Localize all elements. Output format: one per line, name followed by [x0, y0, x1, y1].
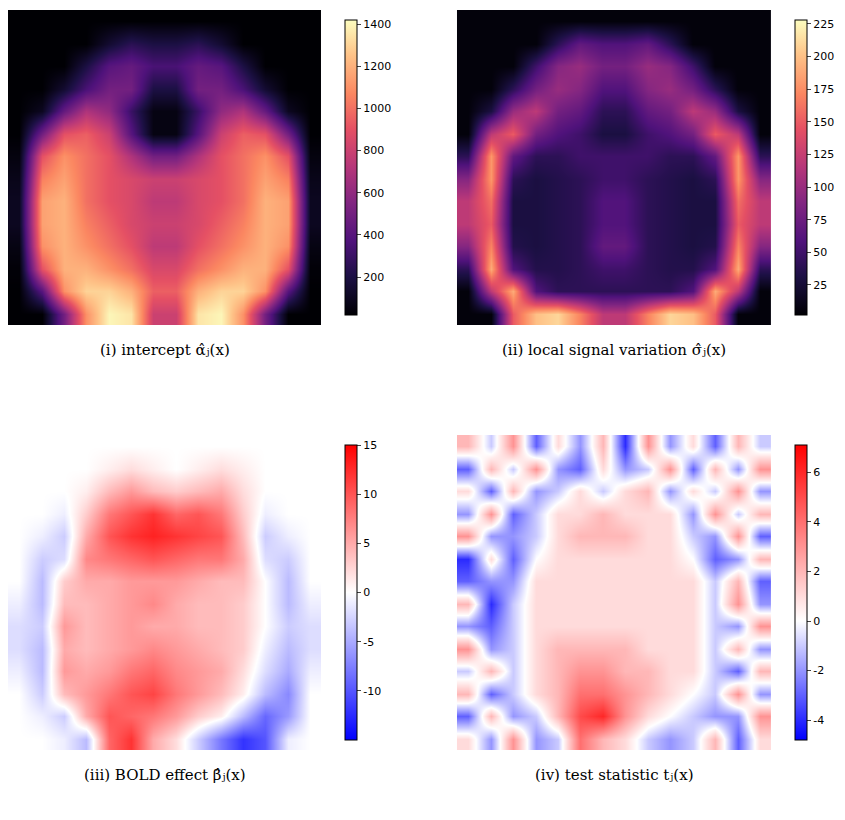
svg-text:225: 225	[813, 18, 834, 31]
svg-text:200: 200	[363, 271, 384, 284]
svg-text:75: 75	[813, 214, 827, 227]
svg-text:15: 15	[363, 439, 377, 452]
svg-text:25: 25	[813, 279, 827, 292]
svg-text:10: 10	[363, 488, 377, 501]
svg-text:6: 6	[813, 466, 820, 479]
svg-text:50: 50	[813, 246, 827, 259]
svg-text:200: 200	[813, 50, 834, 63]
svg-text:(i) intercept α̂ⱼ(x): (i) intercept α̂ⱼ(x)	[100, 341, 230, 359]
svg-text:(iii) BOLD effect β̂ⱼ(x): (iii) BOLD effect β̂ⱼ(x)	[84, 766, 246, 784]
svg-text:4: 4	[813, 516, 820, 529]
svg-text:0: 0	[813, 615, 820, 628]
svg-text:150: 150	[813, 116, 834, 129]
svg-text:400: 400	[363, 229, 384, 242]
svg-text:-10: -10	[363, 685, 381, 698]
svg-text:2: 2	[813, 565, 820, 578]
svg-text:(ii) local signal variation σ̂: (ii) local signal variation σ̂ⱼ(x)	[502, 341, 726, 359]
svg-text:-4: -4	[813, 714, 824, 727]
svg-text:-2: -2	[813, 664, 824, 677]
svg-text:-5: -5	[363, 636, 374, 649]
svg-text:600: 600	[363, 187, 384, 200]
svg-text:1400: 1400	[363, 18, 391, 31]
svg-text:125: 125	[813, 148, 834, 161]
svg-text:(iv) test statistic tⱼ(x): (iv) test statistic tⱼ(x)	[535, 766, 693, 784]
svg-text:1000: 1000	[363, 102, 391, 115]
svg-text:175: 175	[813, 83, 834, 96]
svg-text:0: 0	[363, 586, 370, 599]
svg-text:800: 800	[363, 144, 384, 157]
svg-text:1200: 1200	[363, 60, 391, 73]
svg-text:5: 5	[363, 537, 370, 550]
svg-text:100: 100	[813, 181, 834, 194]
